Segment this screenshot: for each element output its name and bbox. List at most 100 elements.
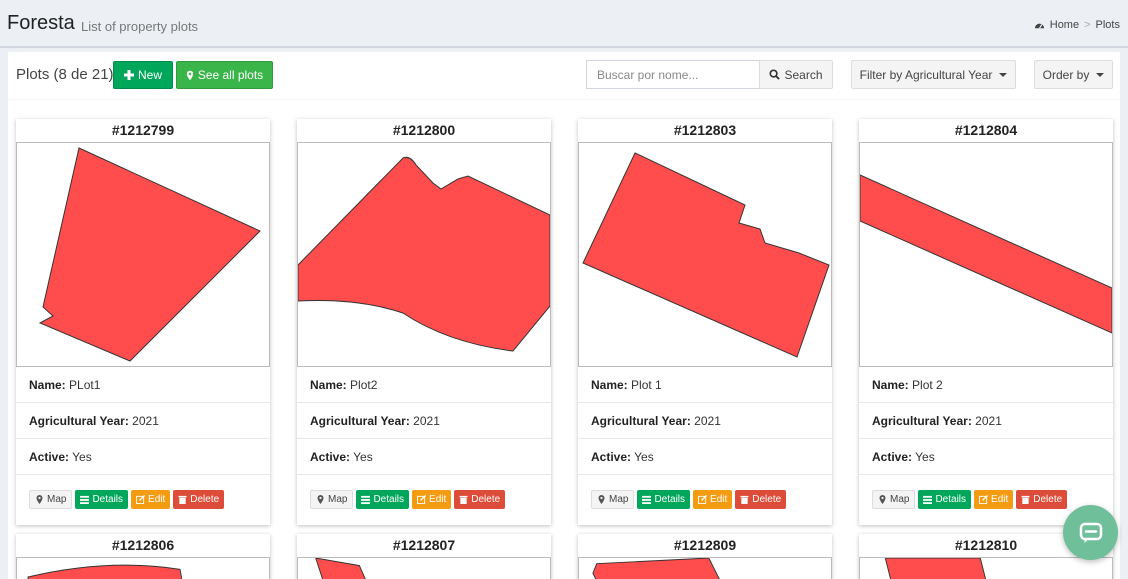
list-icon	[923, 495, 933, 504]
new-plot-button[interactable]: New	[113, 61, 173, 89]
details-label: Details	[373, 494, 405, 505]
list-icon	[361, 495, 371, 504]
plot-shape	[315, 558, 366, 579]
breadcrumb-current: Plots	[1095, 19, 1120, 31]
plot-map-preview[interactable]	[16, 142, 270, 367]
year-label: Agricultural Year:	[310, 414, 410, 428]
year-label: Agricultural Year:	[29, 414, 129, 428]
edit-button[interactable]: Edit	[412, 490, 452, 509]
plot-year-row: Agricultural Year: 2021	[578, 403, 832, 439]
search-button[interactable]: Search	[759, 60, 833, 89]
details-label: Details	[654, 494, 686, 505]
delete-button[interactable]: Delete	[173, 490, 225, 509]
caret-down-icon	[1096, 72, 1105, 77]
trash-icon	[1021, 495, 1030, 504]
box-header: Plots (8 de 21) New See all plots Search…	[8, 52, 1120, 100]
plot-active-row: Active: Yes	[297, 439, 551, 475]
edit-icon	[698, 495, 708, 504]
delete-button[interactable]: Delete	[454, 490, 506, 509]
plot-id: #1212810	[954, 537, 1018, 553]
plot-actions: Map Details Edit Delete	[310, 490, 506, 510]
details-button[interactable]: Details	[637, 490, 691, 509]
map-button[interactable]: Map	[591, 490, 635, 509]
edit-label: Edit	[991, 494, 1009, 505]
delete-button[interactable]: Delete	[1016, 490, 1068, 509]
search-input[interactable]	[586, 60, 760, 89]
edit-label: Edit	[710, 494, 728, 505]
plot-id: #1212806	[111, 537, 175, 553]
plot-year-row: Agricultural Year: 2021	[297, 403, 551, 439]
plot-shape	[298, 156, 550, 352]
map-marker-icon	[186, 70, 194, 80]
plot-name: Plot2	[350, 378, 378, 392]
plot-card: #1212803 Name: Plot 1 Agricultural Year:…	[578, 119, 832, 525]
edit-button[interactable]: Edit	[693, 490, 733, 509]
plot-map-preview[interactable]	[859, 557, 1113, 579]
name-label: Name:	[591, 378, 628, 392]
name-label: Name:	[310, 378, 347, 392]
see-all-plots-button[interactable]: See all plots	[176, 61, 273, 89]
map-button[interactable]: Map	[29, 490, 73, 509]
map-marker-icon	[36, 495, 43, 504]
map-label: Map	[47, 494, 67, 505]
plot-name-row: Name: Plot2	[297, 367, 551, 403]
plot-map-preview[interactable]	[578, 142, 832, 367]
year-label: Agricultural Year:	[591, 414, 691, 428]
plot-map-preview[interactable]	[16, 557, 270, 579]
plot-map-preview[interactable]	[297, 557, 551, 579]
details-button[interactable]: Details	[75, 490, 129, 509]
search-label: Search	[784, 67, 823, 82]
plot-shape	[860, 174, 1112, 334]
edit-button[interactable]: Edit	[974, 490, 1014, 509]
year-label: Agricultural Year:	[872, 414, 972, 428]
plot-shape	[884, 558, 987, 579]
plot-year: 2021	[975, 414, 1002, 428]
delete-button[interactable]: Delete	[735, 490, 787, 509]
plot-id: #1212804	[954, 122, 1018, 138]
breadcrumb-home-link[interactable]: Home	[1049, 19, 1080, 31]
plot-name-row: Name: Plot 1	[578, 367, 832, 403]
plot-shape	[582, 152, 830, 358]
plot-id: #1212800	[392, 122, 456, 138]
details-button[interactable]: Details	[918, 490, 972, 509]
plot-card: #1212799 Name: PLot1 Agricultural Year: …	[16, 119, 270, 525]
plot-map-preview[interactable]	[297, 142, 551, 367]
plot-year-row: Agricultural Year: 2021	[16, 403, 270, 439]
plot-id: #1212809	[673, 537, 737, 553]
map-button[interactable]: Map	[872, 490, 916, 509]
active-label: Active:	[591, 450, 632, 464]
map-button[interactable]: Map	[310, 490, 354, 509]
map-marker-icon	[879, 495, 886, 504]
plot-actions: Map Details Edit Delete	[591, 490, 787, 510]
plot-card: #1212807	[297, 534, 551, 579]
map-label: Map	[890, 494, 910, 505]
plot-active-row: Active: Yes	[859, 439, 1113, 475]
chat-button[interactable]	[1063, 505, 1118, 560]
plot-name: Plot 1	[631, 378, 662, 392]
active-label: Active:	[310, 450, 351, 464]
details-button[interactable]: Details	[356, 490, 410, 509]
filter-agricultural-year-dropdown[interactable]: Filter by Agricultural Year	[851, 60, 1016, 89]
order-by-dropdown[interactable]: Order by	[1034, 60, 1113, 89]
plot-actions: Map Details Edit Delete	[872, 490, 1068, 510]
edit-label: Edit	[429, 494, 447, 505]
plot-shape	[592, 558, 720, 579]
edit-label: Edit	[148, 494, 166, 505]
see-all-plots-label: See all plots	[197, 68, 264, 82]
chat-icon	[1079, 522, 1102, 543]
plot-year: 2021	[694, 414, 721, 428]
plus-icon	[123, 70, 134, 80]
plot-active: Yes	[915, 450, 935, 464]
search-icon	[769, 69, 781, 80]
delete-label: Delete	[1033, 494, 1063, 505]
plot-card: #1212804 Name: Plot 2 Agricultural Year:…	[859, 119, 1113, 525]
plot-map-preview[interactable]	[578, 557, 832, 579]
delete-label: Delete	[190, 494, 220, 505]
edit-button[interactable]: Edit	[131, 490, 171, 509]
plot-active-row: Active: Yes	[578, 439, 832, 475]
plot-map-preview[interactable]	[859, 142, 1113, 367]
edit-icon	[417, 495, 427, 504]
plot-shape	[27, 564, 183, 579]
plot-id: #1212803	[673, 122, 737, 138]
active-label: Active:	[872, 450, 913, 464]
